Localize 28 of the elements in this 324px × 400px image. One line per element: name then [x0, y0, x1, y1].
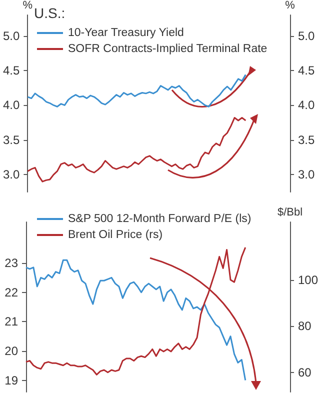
- y-tick-label: 3.0: [2, 168, 20, 182]
- y-tick-label: 4.5: [2, 64, 20, 78]
- y2-tick-label: 3.5: [298, 132, 316, 147]
- y-tick-label: 23: [4, 256, 18, 270]
- legend-label: 10-Year Treasury Yield: [68, 27, 184, 39]
- y-tick-label: 20: [4, 344, 18, 358]
- legend-label: SOFR Contracts-Implied Terminal Rate: [68, 43, 268, 55]
- y2-tick-label: 3.0: [298, 168, 316, 182]
- y-tick-label: 4.0: [2, 98, 20, 112]
- legend-label: S&P 500 12-Month Forward P/E (ls): [68, 213, 252, 225]
- y2-axis-title: $/Bbl: [277, 206, 303, 218]
- y-tick-label: 22: [4, 285, 18, 300]
- y2-axis-title: %: [285, 0, 296, 12]
- legend-title: U.S.:: [34, 5, 66, 21]
- line-series: [26, 74, 246, 108]
- y-tick-label: 21: [4, 314, 18, 329]
- y-tick-label: 19: [4, 373, 18, 388]
- y2-tick-label: 5.0: [298, 28, 316, 43]
- y2-tick-label: 4.5: [298, 64, 316, 78]
- legend-label: Brent Oil Price (rs): [68, 229, 163, 241]
- line-series: [26, 116, 246, 182]
- y2-tick-label: 4.0: [298, 98, 316, 112]
- y-tick-label: 3.5: [2, 132, 20, 147]
- y-axis-title: %: [22, 0, 33, 12]
- y2-tick-label: 100: [298, 272, 318, 287]
- y2-tick-label: 60: [298, 365, 312, 380]
- y-tick-label: 5.0: [2, 28, 20, 43]
- y2-tick-label: 80: [298, 319, 312, 334]
